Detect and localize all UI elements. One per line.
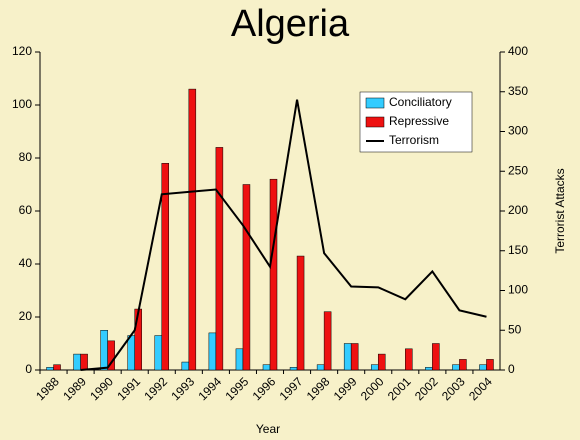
y2-tick-label: 350 <box>508 84 528 98</box>
bar <box>459 359 467 371</box>
bar <box>46 367 54 371</box>
bar <box>80 353 88 371</box>
legend-label: Conciliatory <box>389 95 452 109</box>
bar <box>425 367 433 371</box>
bar <box>289 367 298 371</box>
y-tick-label: 40 <box>19 256 33 270</box>
y-tick-label: 20 <box>19 309 33 323</box>
bar <box>486 359 494 371</box>
y-tick-label: 0 <box>25 362 32 376</box>
x-axis-label: Year <box>256 422 280 436</box>
bar <box>343 343 352 371</box>
line <box>80 99 487 371</box>
bar <box>296 255 305 371</box>
bar <box>432 343 440 371</box>
bar <box>107 340 115 371</box>
legend-label: Terrorism <box>389 133 439 147</box>
bar <box>350 343 359 371</box>
bar <box>405 348 413 371</box>
bar <box>161 163 170 371</box>
bar <box>323 311 332 371</box>
legend-swatch <box>365 97 385 109</box>
bar <box>242 184 251 371</box>
y2-tick-label: 400 <box>508 44 528 58</box>
bar <box>235 348 244 371</box>
y-tick-label: 100 <box>12 97 32 111</box>
bar <box>181 361 190 371</box>
bar <box>377 353 386 371</box>
bar <box>73 353 81 371</box>
y2-axis-label: Terrorist Attacks <box>553 168 567 253</box>
bar <box>370 364 379 371</box>
bar <box>316 364 325 371</box>
bar <box>188 88 197 371</box>
y2-tick-label: 0 <box>508 362 515 376</box>
bar <box>208 332 217 371</box>
y2-tick-label: 150 <box>508 243 528 257</box>
y-tick-label: 120 <box>12 44 32 58</box>
bar <box>215 147 224 371</box>
bar <box>127 335 135 371</box>
chart-title: Algeria <box>231 3 350 45</box>
y2-tick-label: 200 <box>508 203 528 217</box>
legend-label: Repressive <box>389 114 449 128</box>
y2-tick-label: 250 <box>508 163 528 177</box>
y-tick-label: 80 <box>19 150 33 164</box>
bar <box>269 178 278 371</box>
bar <box>154 335 163 371</box>
legend-swatch <box>365 116 385 128</box>
y-tick-label: 60 <box>19 203 33 217</box>
y2-tick-label: 50 <box>508 322 522 336</box>
bar <box>262 364 271 371</box>
bar <box>134 308 142 371</box>
bar <box>53 364 61 371</box>
bar <box>479 364 487 371</box>
bar <box>100 330 108 371</box>
y2-tick-label: 100 <box>508 283 528 297</box>
bar <box>452 364 460 371</box>
y2-tick-label: 300 <box>508 124 528 138</box>
